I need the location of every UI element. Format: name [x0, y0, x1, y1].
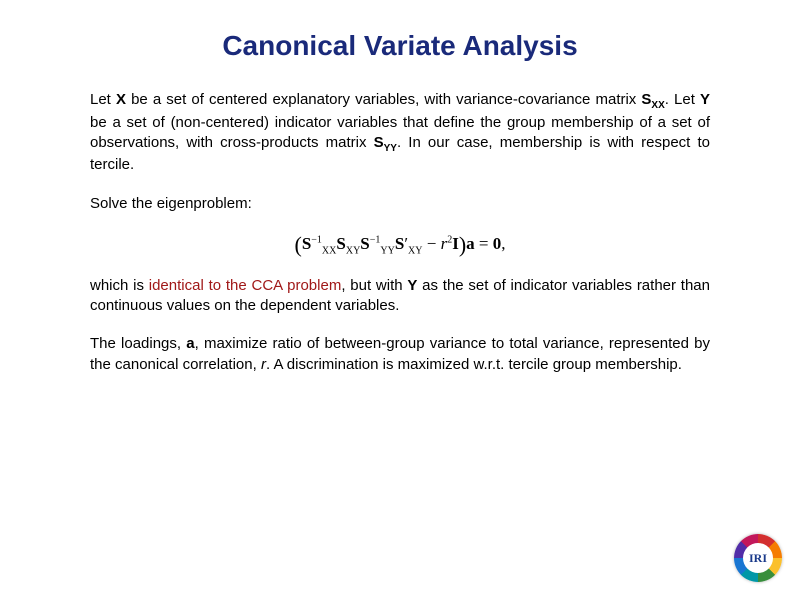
- logo-text: IRI: [743, 543, 773, 573]
- p1-X: X: [116, 91, 126, 108]
- slide-title: Canonical Variate Analysis: [90, 30, 710, 62]
- slide-container: Canonical Variate Analysis Let X be a se…: [0, 0, 800, 600]
- p1-pre1: Let: [90, 91, 116, 108]
- eq-S1-sup: −1: [311, 234, 322, 245]
- p3-mid: , but with: [341, 277, 407, 294]
- eq-comma: ,: [501, 234, 505, 253]
- eq-S3-sup: −1: [370, 234, 381, 245]
- p4-a: a: [186, 335, 194, 352]
- eq-eq: =: [475, 234, 493, 253]
- eq-S4-sub: XY: [408, 245, 422, 256]
- eq-S4: S: [395, 234, 404, 253]
- p1-Y: Y: [700, 91, 710, 108]
- eq-S3-sub: YY: [380, 245, 394, 256]
- paragraph-4: The loadings, a, maximize ratio of betwe…: [90, 334, 710, 375]
- p1-Sxx-sub: XX: [651, 100, 664, 111]
- paragraph-3: which is identical to the CCA problem, b…: [90, 276, 710, 317]
- eq-S1-sub: XX: [322, 245, 336, 256]
- eq-minus: −: [423, 234, 441, 253]
- eq-S1: S: [302, 234, 311, 253]
- p4-pre: The loadings,: [90, 335, 186, 352]
- p3-highlight: identical to the CCA problem: [149, 277, 342, 294]
- eq-a: a: [466, 234, 475, 253]
- p1-Syy-sub: YY: [384, 143, 397, 154]
- eq-I: I: [452, 234, 459, 253]
- eq-open: (: [294, 232, 301, 257]
- p1-Syy: S: [374, 134, 384, 151]
- p1-Sxx: S: [641, 91, 651, 108]
- paragraph-1: Let X be a set of centered explanatory v…: [90, 90, 710, 176]
- iri-logo: IRI: [734, 534, 782, 582]
- eq-S2-sub: XY: [346, 245, 360, 256]
- eq-zero: 0: [493, 234, 502, 253]
- paragraph-2: Solve the eigenproblem:: [90, 194, 710, 214]
- p3-pre: which is: [90, 277, 149, 294]
- p3-Y: Y: [407, 277, 417, 294]
- eq-S3: S: [360, 234, 369, 253]
- eq-S2: S: [336, 234, 345, 253]
- p4-post: . A discrimination is maximized w.r.t. t…: [266, 356, 682, 373]
- logo-ring-icon: IRI: [734, 534, 782, 582]
- equation: (S−1XXSXYS−1YYS′XY − r2I)a = 0,: [90, 232, 710, 258]
- p1-mid2: . Let: [665, 91, 700, 108]
- p1-mid1: be a set of centered explanatory variabl…: [126, 91, 641, 108]
